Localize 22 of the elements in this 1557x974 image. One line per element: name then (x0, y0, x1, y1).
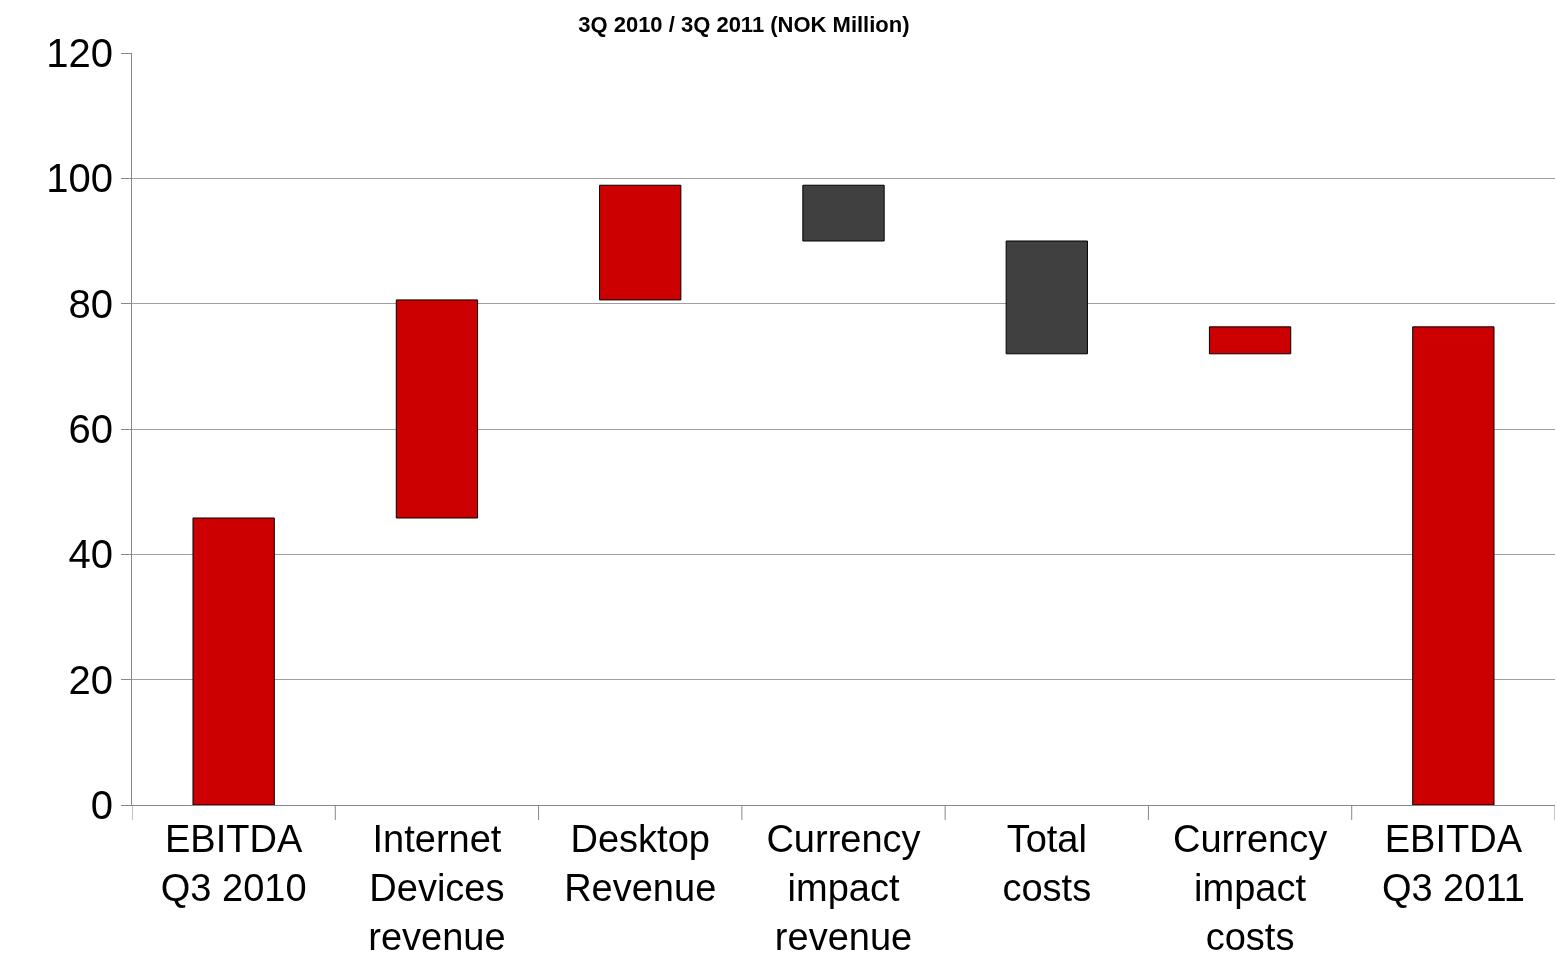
bar (802, 184, 885, 242)
x-tick-label: EBITDA Q3 2011 (1381, 817, 1525, 909)
x-tick-label: Internet Devices revenue (368, 817, 506, 959)
chart-title: 3Q 2010 / 3Q 2011 (NOK Million) (578, 12, 910, 38)
x-tick-label: EBITDA Q3 2010 (160, 817, 307, 909)
x-tick-label: Total costs (1002, 817, 1092, 909)
y-tick-label: 20 (68, 657, 113, 702)
y-tick-label: 120 (46, 31, 113, 75)
bar (1005, 240, 1088, 355)
y-tick-label: 40 (68, 532, 113, 577)
x-tick-label: Desktop Revenue (564, 817, 717, 909)
x-tick-label: Currency impact costs (1172, 817, 1328, 959)
bar (192, 517, 275, 805)
x-tick-label: Currency impact revenue (766, 817, 921, 959)
y-tick-label: 80 (68, 281, 113, 326)
bar (395, 299, 479, 519)
y-tick-label: 100 (46, 156, 113, 201)
y-tick-label: 0 (90, 783, 113, 827)
bar (599, 184, 682, 301)
y-tick-label: 60 (68, 407, 113, 451)
bar (1208, 326, 1292, 355)
bar (1412, 326, 1495, 805)
